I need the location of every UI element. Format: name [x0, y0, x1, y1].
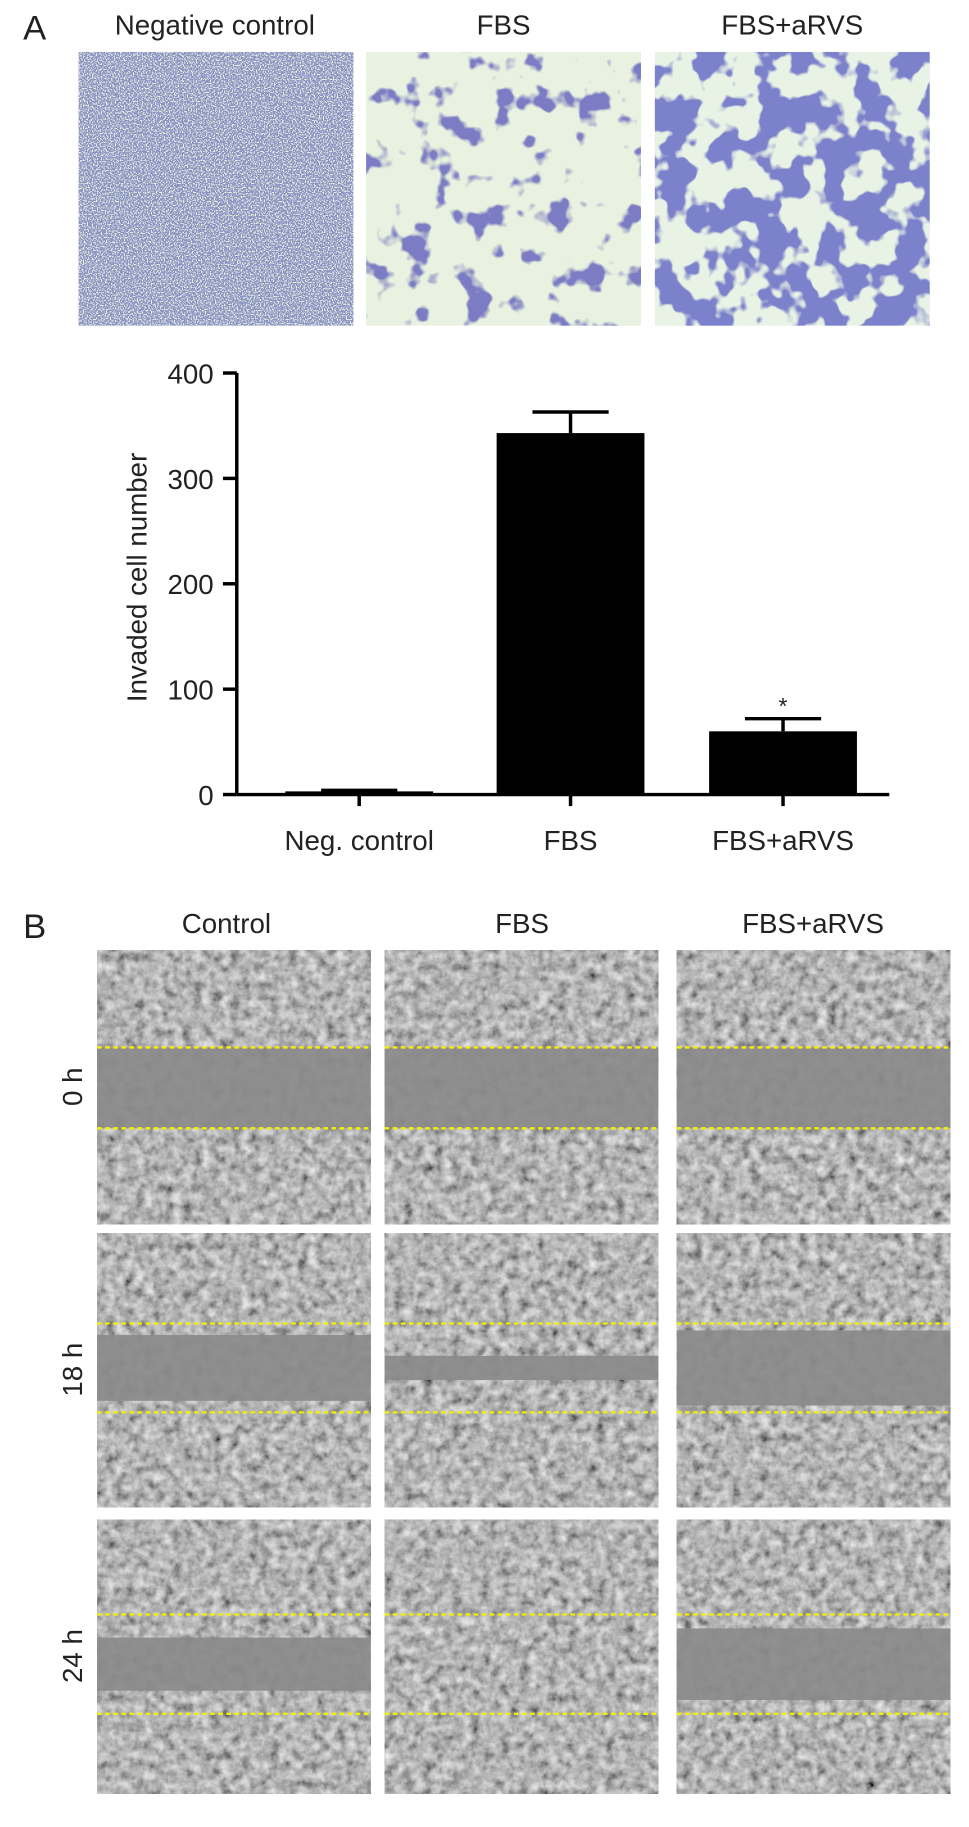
error-bar: [532, 410, 609, 434]
bar: [496, 433, 645, 795]
y-tick-label: 300: [167, 464, 213, 495]
wound-gap: [676, 1047, 951, 1129]
column-label: Control: [182, 908, 271, 939]
wound-gap: [97, 1047, 371, 1129]
error-bar: [744, 716, 822, 732]
x-tick-label: FBS: [544, 825, 598, 856]
error-bar: [321, 788, 398, 793]
column-label: FBS+aRVS: [742, 908, 884, 939]
micrograph: [366, 51, 641, 326]
wound-gap: [97, 1637, 371, 1691]
y-tick-label: 100: [167, 675, 213, 706]
wound-gap: [676, 1628, 951, 1700]
panel-b-images: Control FBS FBS+aRVS 0 h 18 h 24 h: [57, 908, 951, 1794]
significance-label: *: [779, 693, 788, 719]
row-label: 0 h: [57, 1067, 88, 1106]
wound-gap: [384, 1355, 659, 1381]
wound-gap: [97, 1335, 371, 1401]
wound-gap: [384, 1047, 659, 1129]
wound-gap: [676, 1330, 951, 1406]
panel-label: B: [23, 908, 46, 946]
x-tick-label: FBS+aRVS: [712, 825, 854, 856]
micrograph: [654, 51, 930, 326]
y-tick-label: 0: [198, 780, 213, 811]
image-title: Negative control: [115, 10, 315, 41]
image-title: FBS+aRVS: [721, 10, 863, 41]
row-label: 18 h: [57, 1343, 88, 1397]
micrograph: [78, 51, 354, 326]
y-tick-label: 200: [167, 569, 213, 600]
row-label: 24 h: [57, 1629, 88, 1683]
wound-image: [384, 1519, 659, 1794]
y-axis-label: Invaded cell number: [122, 453, 153, 702]
panel-a-images: Negative control FBS FBS+aRVS: [78, 10, 930, 326]
panel-label: A: [23, 9, 47, 47]
bar-chart: 0 100 200 300 400 Invaded cell number Neg. con…: [122, 358, 890, 856]
bar: [709, 731, 857, 795]
y-tick-label: 400: [167, 358, 213, 389]
x-tick-label: Neg. control: [285, 825, 434, 856]
column-label: FBS: [495, 908, 549, 939]
bar: [285, 791, 434, 795]
image-title: FBS: [477, 10, 531, 41]
